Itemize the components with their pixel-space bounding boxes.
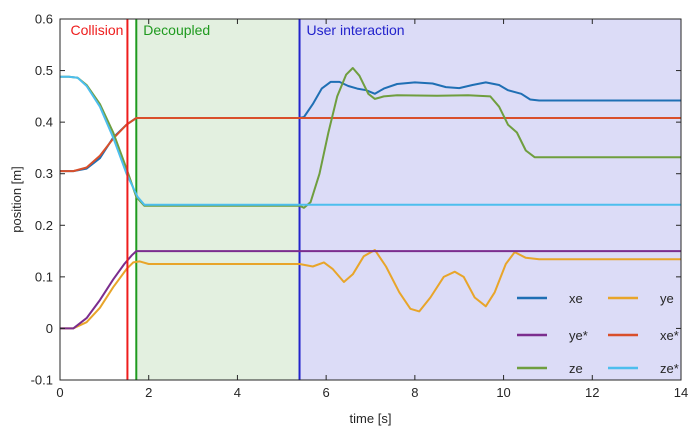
event-markers: Collision xyxy=(71,19,129,380)
y-tick-label: 0.1 xyxy=(35,269,53,284)
series-line xyxy=(60,250,681,330)
series-line xyxy=(60,117,681,173)
x-tick-label: 6 xyxy=(323,385,330,400)
region-band xyxy=(299,19,681,380)
x-tick-label: 0 xyxy=(56,385,63,400)
y-tick-label: 0.5 xyxy=(35,63,53,78)
legend-label: xe xyxy=(569,291,583,306)
y-tick-label: 0.4 xyxy=(35,115,53,130)
y-tick-label: -0.1 xyxy=(31,373,53,388)
legend-label: ze* xyxy=(660,361,679,376)
legend-label: xe* xyxy=(660,328,679,343)
axis-ticks: 0 2 4 6 8 10 12 14-0.100.10.20.30.40.50.6 xyxy=(31,12,689,401)
x-tick-label: 14 xyxy=(674,385,688,400)
legend: xe ye ye* xe* ze ze* xyxy=(517,291,679,376)
y-tick-label: 0.2 xyxy=(35,218,53,233)
series-line xyxy=(60,249,681,330)
region-label: Decoupled xyxy=(143,22,210,38)
x-axis-title: time [s] xyxy=(350,411,392,426)
x-tick-label: 10 xyxy=(496,385,510,400)
shaded-regions: Decoupled User interaction xyxy=(135,19,681,380)
region-band xyxy=(136,19,300,380)
legend-label: ye xyxy=(660,291,674,306)
x-tick-label: 2 xyxy=(145,385,152,400)
event-marker-label: Collision xyxy=(71,22,124,38)
x-tick-label: 8 xyxy=(411,385,418,400)
x-tick-label: 4 xyxy=(234,385,241,400)
series-line xyxy=(60,67,681,209)
legend-label: ye* xyxy=(569,328,588,343)
plot-area-frame xyxy=(59,18,682,381)
x-tick-label: 12 xyxy=(585,385,599,400)
y-tick-label: 0.6 xyxy=(35,12,53,27)
y-tick-label: 0.3 xyxy=(35,166,53,181)
region-label: User interaction xyxy=(307,22,405,38)
series-line xyxy=(60,75,681,206)
y-tick-label: 0 xyxy=(46,321,53,336)
legend-label: ze xyxy=(569,361,583,376)
y-axis-title: position [m] xyxy=(9,166,24,232)
